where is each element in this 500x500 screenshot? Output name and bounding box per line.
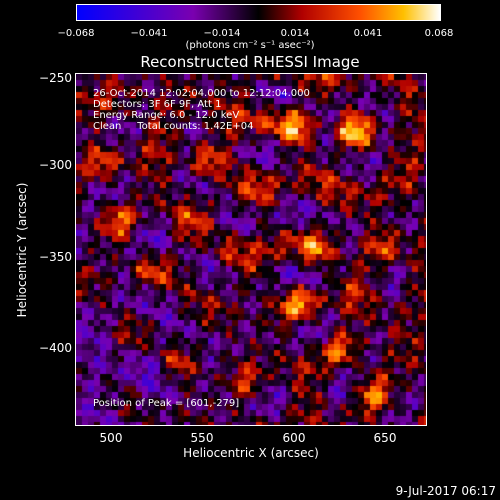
footer-date: 9-Jul-2017 06:17 [395,484,496,498]
plot-title: Reconstructed RHESSI Image [140,53,360,71]
colorbar-tick-label: −0.068 [57,28,95,39]
colorbar-tick-label: −0.014 [203,28,241,39]
annotation-clean-counts: Clean Total counts: 1.42E+04 [93,121,254,132]
y-tick-label: −350 [39,250,72,264]
y-tick-label: −250 [39,71,72,85]
heatmap-image [76,74,426,425]
x-tick-label: 550 [190,431,214,445]
colorbar-unit-label: (photons cm⁻² s⁻¹ asec⁻²) [185,40,315,51]
annotation-detectors: Detectors: 3F 6F 9F, Att 1 [93,99,222,110]
plot-area: 26-Oct-2014 12:02:04.000 to 12:12:04.000… [75,73,427,426]
x-tick-label: 650 [373,431,397,445]
y-axis-title: Heliocentric Y (arcsec) [15,182,29,318]
x-tick-label: 500 [99,431,123,445]
x-tick-label: 600 [282,431,306,445]
colorbar-tick-label: 0.068 [424,28,454,39]
annotation-time-range: 26-Oct-2014 12:02:04.000 to 12:12:04.000 [93,88,310,99]
colorbar-tick-label: −0.041 [130,28,168,39]
annotation-peak-position: Position of Peak = [601,-279] [93,398,240,409]
x-axis-title: Heliocentric X (arcsec) [183,446,319,460]
y-tick-label: −300 [39,158,72,172]
y-tick-label: −400 [39,341,72,355]
colorbar-tick-label: 0.041 [353,28,383,39]
colorbar-tick-label: 0.014 [280,28,310,39]
annotation-energy-range: Energy Range: 6.0 - 12.0 keV [93,110,240,121]
colorbar [76,4,441,21]
